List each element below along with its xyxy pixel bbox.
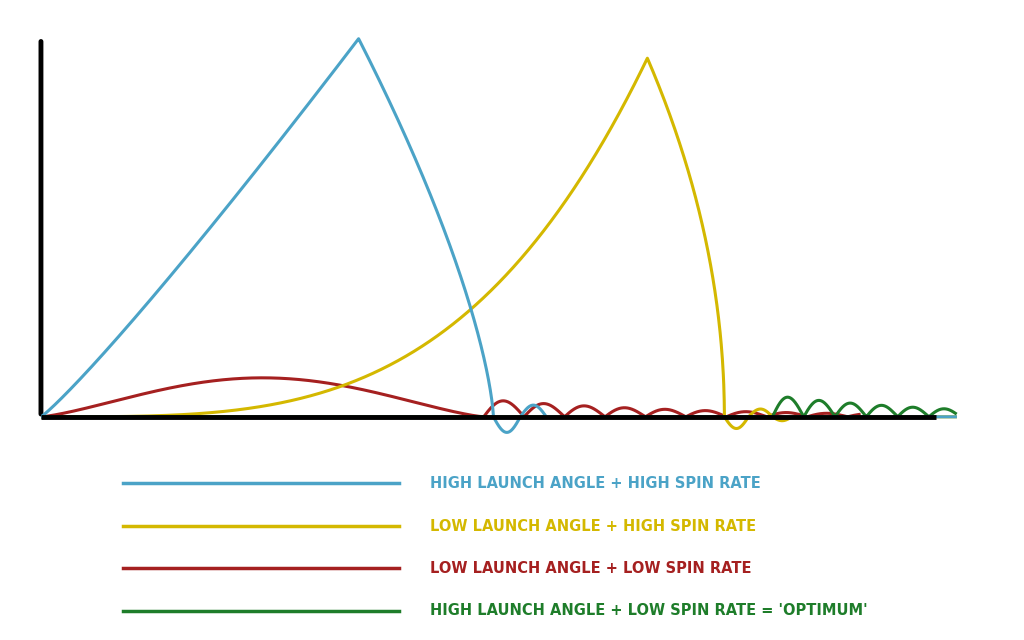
Text: HIGH LAUNCH ANGLE + HIGH SPIN RATE: HIGH LAUNCH ANGLE + HIGH SPIN RATE bbox=[430, 476, 761, 491]
Text: LOW LAUNCH ANGLE + LOW SPIN RATE: LOW LAUNCH ANGLE + LOW SPIN RATE bbox=[430, 561, 752, 576]
Text: HIGH LAUNCH ANGLE + LOW SPIN RATE = 'OPTIMUM': HIGH LAUNCH ANGLE + LOW SPIN RATE = 'OPT… bbox=[430, 603, 867, 618]
Text: LOW LAUNCH ANGLE + HIGH SPIN RATE: LOW LAUNCH ANGLE + HIGH SPIN RATE bbox=[430, 518, 756, 534]
